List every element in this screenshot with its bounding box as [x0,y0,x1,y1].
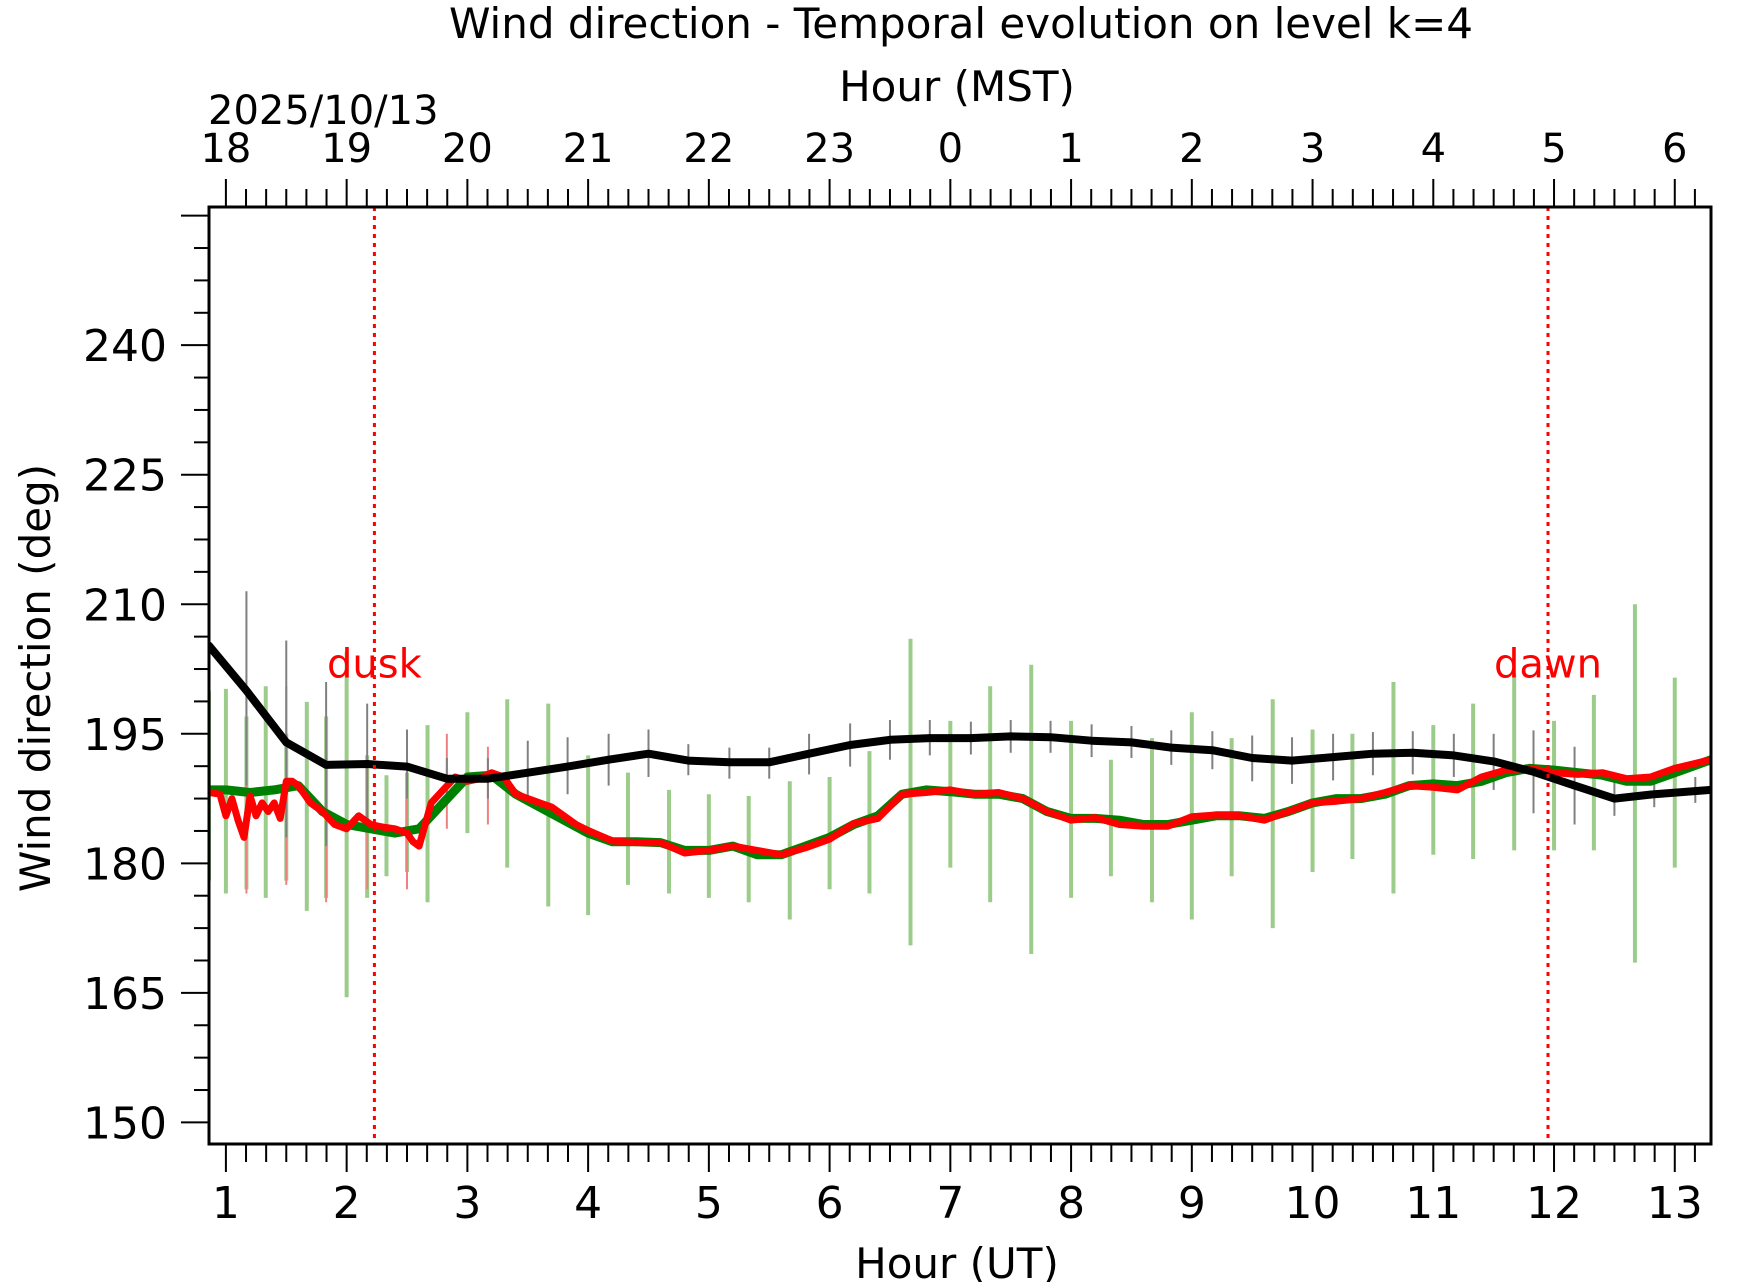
top-tick-label: 20 [442,126,493,172]
x-tick-label: 12 [1526,1178,1582,1229]
top-tick-label: 4 [1421,126,1446,172]
y-tick-label: 225 [83,451,167,502]
y-tick-label: 240 [83,321,167,372]
top-tick-label: 0 [938,126,963,172]
x-tick-label: 11 [1405,1178,1461,1229]
top-tick-label: 3 [1300,126,1325,172]
x-tick-label: 3 [453,1178,481,1229]
y-tick-label: 165 [83,969,167,1020]
plot-frame [207,205,1713,1146]
x-tick-label: 13 [1647,1178,1703,1229]
top-tick-label: 6 [1662,126,1687,172]
series-line-0 [209,641,1711,803]
top-tick-label: 21 [563,126,614,172]
y-tick-label: 210 [83,580,167,631]
series-lines-layer [209,641,1711,860]
x-tick-label: 1 [212,1178,240,1229]
top-tick-label: 22 [683,126,734,172]
annotations-layer: dusk dawn [327,207,1602,1144]
dawn-label: dawn [1494,642,1602,688]
top-tick-label: 2 [1179,126,1204,172]
x-tick-label: 7 [936,1178,964,1229]
x-tick-label: 5 [695,1178,723,1229]
date-label: 2025/10/13 [208,88,439,134]
y-tick-label: 195 [83,710,167,761]
x-tick-label: 10 [1285,1178,1341,1229]
series-line-2 [209,756,1711,859]
x-tick-label: 2 [333,1178,361,1229]
x-tick-label: 9 [1178,1178,1206,1229]
x-tick-label: 8 [1057,1178,1085,1229]
top-tick-label: 19 [321,126,372,172]
top-tick-label: 1 [1058,126,1083,172]
y-tick-label: 180 [83,839,167,890]
y-tick-label: 150 [83,1098,167,1149]
top-tick-label: 5 [1541,126,1566,172]
top-tick-label: 18 [200,126,251,172]
x-tick-label: 4 [574,1178,602,1229]
top-axis-title: Hour (MST) [839,62,1075,111]
x-tick-label: 6 [816,1178,844,1229]
dusk-label: dusk [327,642,423,688]
chart-title: Wind direction - Temporal evolution on l… [449,0,1473,48]
top-tick-label: 23 [804,126,855,172]
y-axis-title: Wind direction (deg) [11,464,60,892]
x-axis-title: Hour (UT) [855,1239,1059,1282]
